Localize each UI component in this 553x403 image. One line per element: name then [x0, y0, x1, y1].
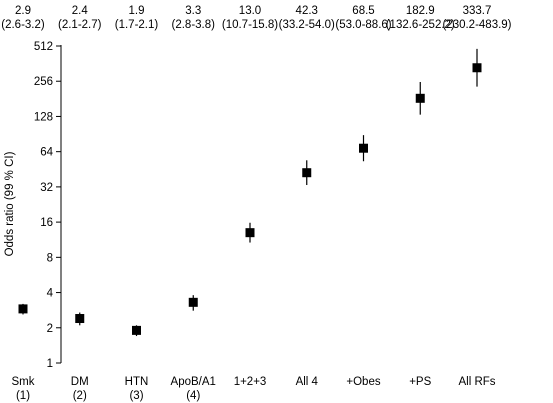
y-ticks: 1 2 4 8 16 32 64 128 256 512 [34, 41, 61, 370]
y-tick-label: 4 [47, 288, 54, 300]
confidence-interval: (1.7-2.1) [115, 19, 159, 31]
x-category-label: HTN [125, 376, 149, 388]
data-point-marker [188, 297, 198, 307]
y-tick-label: 2 [47, 323, 53, 335]
x-category-label: Smk [12, 376, 35, 388]
odds-ratio-value: 42.3 [296, 5, 318, 17]
y-axis-title: Odds ratio (99 % CI) [4, 151, 16, 256]
data-point-marker [415, 93, 425, 103]
odds-ratio-value: 2.4 [72, 5, 89, 17]
y-tick-label: 512 [34, 41, 53, 53]
odds-ratio-value: 2.9 [15, 5, 31, 17]
odds-ratio-value: 333.7 [463, 5, 492, 17]
y-tick-label: 128 [34, 111, 53, 123]
y-tick-label: 64 [40, 147, 53, 159]
x-category-label: 1+2+3 [234, 376, 267, 388]
confidence-interval: (10.7-15.8) [222, 19, 278, 31]
confidence-interval: (33.2-54.0) [279, 19, 335, 31]
data-point-marker [359, 143, 368, 153]
confidence-interval: (230.2-483.9) [442, 19, 511, 31]
data-point-marker [132, 325, 141, 335]
confidence-interval: (2.6-3.2) [1, 19, 45, 31]
x-category-labels: Smk (1) DM (2) HTN (3) ApoB/A1 (4) 1+2+3 All 4 +Ob… [12, 376, 496, 402]
x-category-index: (4) [186, 390, 200, 402]
x-category-label: All 4 [296, 376, 319, 388]
data-point-marker [18, 304, 28, 314]
data-point-marker [302, 168, 312, 178]
confidence-interval: (2.1-2.7) [58, 19, 102, 31]
x-category-label: All RFs [458, 376, 495, 388]
x-category-index: (3) [129, 390, 143, 402]
x-category-label: +PS [409, 376, 431, 388]
x-category-index: (2) [73, 390, 87, 402]
data-point-marker [472, 63, 482, 73]
odds-ratio-value: 1.9 [129, 5, 145, 17]
top-labels: 2.9 (2.6-3.2) 2.4 (2.1-2.7) 1.9 (1.7-2.1) 3.3 (… [1, 5, 511, 31]
x-category-index: (1) [16, 390, 30, 402]
confidence-interval: (53.0-88.6) [335, 19, 391, 31]
y-tick-label: 8 [47, 252, 53, 264]
y-tick-label: 256 [34, 76, 53, 88]
confidence-interval: (2.8-3.8) [172, 19, 216, 31]
confidence-interval: (132.6-252.2) [386, 19, 455, 31]
odds-ratio-value: 3.3 [185, 5, 201, 17]
data-points [18, 48, 482, 337]
odds-ratio-value: 68.5 [352, 5, 374, 17]
x-category-label: +Obes [346, 376, 380, 388]
odds-ratio-value: 13.0 [239, 5, 261, 17]
y-tick-label: 1 [47, 358, 53, 370]
x-category-label: ApoB/A1 [171, 376, 216, 388]
y-tick-label: 16 [40, 217, 53, 229]
data-point-marker [75, 314, 85, 324]
odds-ratio-value: 182.9 [406, 5, 435, 17]
y-tick-label: 32 [40, 182, 53, 194]
data-point-marker [245, 228, 255, 238]
x-category-label: DM [71, 376, 89, 388]
